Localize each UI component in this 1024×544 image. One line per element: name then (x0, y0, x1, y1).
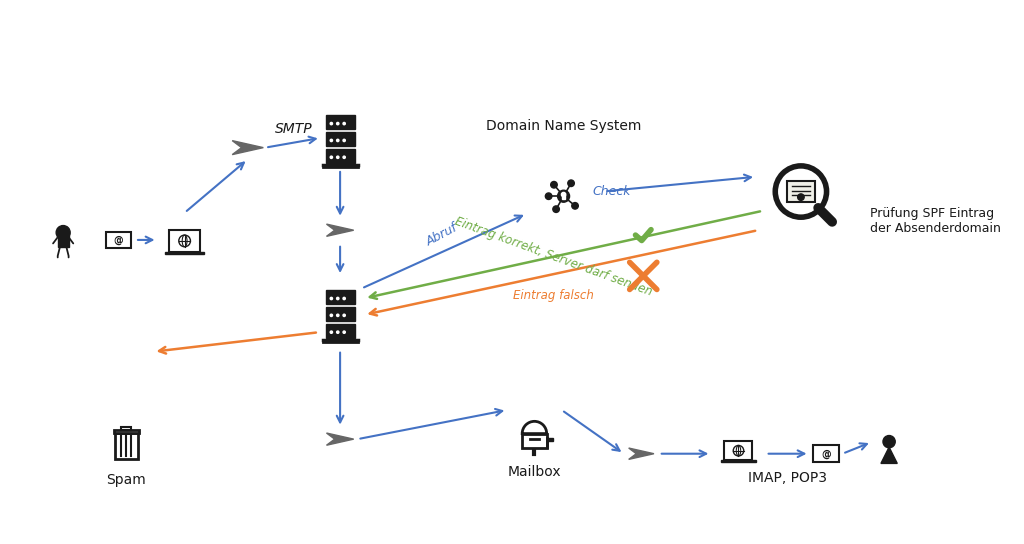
Circle shape (330, 298, 333, 300)
Text: IMAP, POP3: IMAP, POP3 (748, 471, 826, 485)
Bar (122, 427, 131, 430)
PathPatch shape (629, 448, 654, 459)
Circle shape (337, 156, 339, 158)
PathPatch shape (232, 141, 263, 154)
Text: @: @ (114, 235, 124, 245)
Bar (105, 232, 131, 248)
Text: Eintrag falsch: Eintrag falsch (513, 289, 594, 302)
Circle shape (330, 331, 333, 333)
Circle shape (337, 314, 339, 317)
Bar (326, 149, 354, 163)
Bar (725, 441, 753, 460)
Circle shape (561, 193, 565, 197)
Circle shape (337, 139, 339, 141)
Circle shape (798, 194, 804, 200)
Circle shape (558, 190, 569, 202)
Text: @: @ (821, 449, 830, 459)
Circle shape (883, 436, 895, 448)
Text: Abruf: Abruf (424, 221, 460, 249)
Circle shape (330, 314, 333, 317)
Bar (522, 434, 547, 448)
Text: Domain Name System: Domain Name System (486, 119, 641, 133)
Bar (813, 446, 839, 462)
Circle shape (571, 202, 579, 209)
Bar (115, 434, 138, 459)
Circle shape (330, 122, 333, 125)
Circle shape (330, 156, 333, 158)
Circle shape (330, 139, 333, 141)
Circle shape (775, 166, 826, 217)
Circle shape (337, 298, 339, 300)
Bar (326, 324, 354, 338)
Bar (326, 132, 354, 146)
Circle shape (337, 122, 339, 125)
Bar (57, 233, 69, 246)
Polygon shape (547, 438, 553, 442)
Circle shape (546, 193, 552, 200)
Text: Mailbox: Mailbox (508, 465, 561, 479)
Bar (562, 195, 565, 199)
Circle shape (343, 314, 345, 317)
Text: Prüfung SPF Eintrag
der Absenderdomain: Prüfung SPF Eintrag der Absenderdomain (869, 207, 1000, 234)
Text: Eintrag korrekt, Server darf senden: Eintrag korrekt, Server darf senden (454, 214, 654, 298)
Circle shape (343, 156, 345, 158)
Text: SMTP: SMTP (275, 122, 312, 136)
Circle shape (337, 331, 339, 333)
Bar (165, 251, 204, 254)
Circle shape (733, 446, 743, 456)
Circle shape (343, 139, 345, 141)
Bar (326, 307, 354, 322)
Bar (326, 290, 354, 305)
Circle shape (553, 206, 559, 213)
Text: Spam: Spam (106, 473, 146, 487)
Wedge shape (522, 422, 547, 434)
Circle shape (343, 331, 345, 333)
Bar (169, 230, 200, 251)
Circle shape (343, 122, 345, 125)
Circle shape (567, 180, 574, 187)
Bar (786, 181, 815, 202)
PathPatch shape (327, 224, 353, 236)
Bar (326, 115, 354, 129)
Circle shape (343, 298, 345, 300)
Text: Check: Check (593, 185, 632, 198)
Circle shape (179, 235, 190, 247)
Circle shape (551, 182, 557, 188)
PathPatch shape (327, 433, 353, 445)
Bar (721, 460, 756, 462)
Circle shape (56, 226, 71, 239)
Polygon shape (881, 447, 897, 463)
Bar (114, 430, 139, 434)
